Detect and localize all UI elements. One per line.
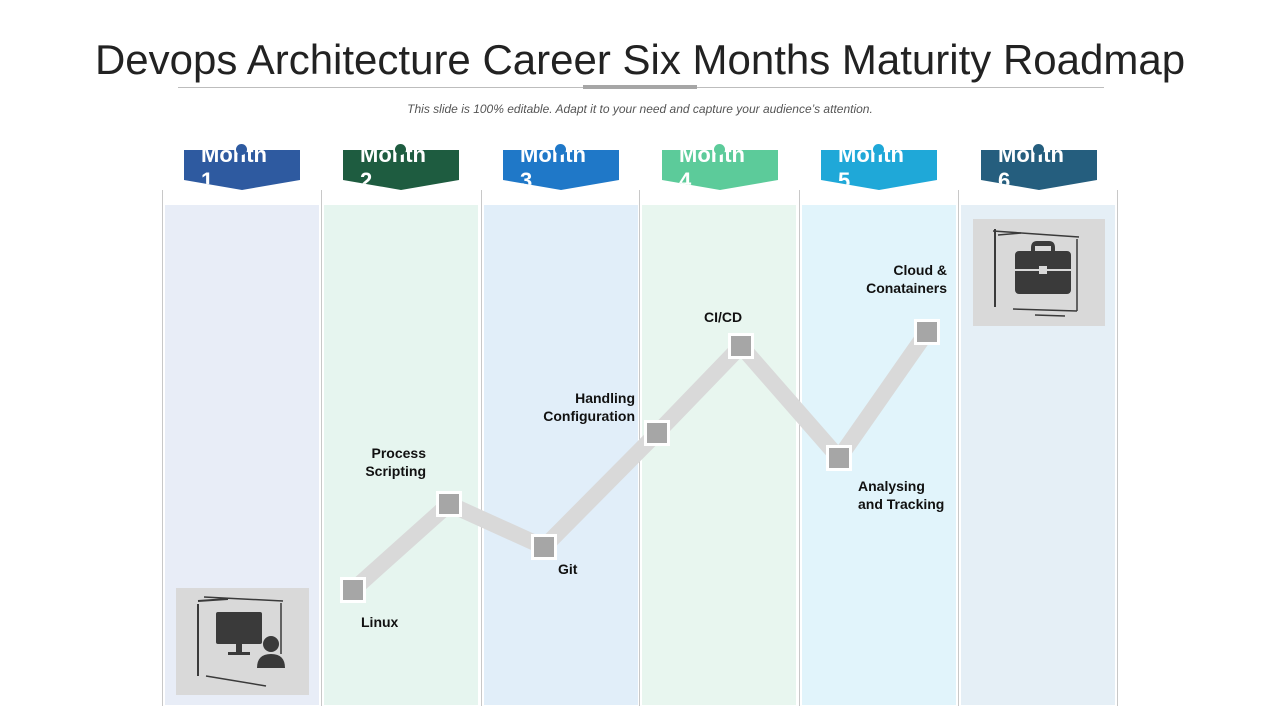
month-2-dot [395, 144, 406, 155]
milestone-marker [531, 534, 557, 560]
month-3-label: Month 3 [520, 142, 586, 193]
month-2-column [324, 205, 478, 705]
milestone-label-linux: Linux [361, 614, 399, 630]
computer-user-icon [197, 596, 285, 687]
milestone-marker [914, 319, 940, 345]
month-3-tab: Month 3 [503, 150, 619, 190]
month-3-column [484, 205, 638, 705]
milestone-label-analysing-and-tracking: Analysing and Tracking [858, 478, 945, 512]
column-divider [321, 190, 322, 706]
column-divider [481, 190, 482, 706]
milestone-label-cloud-containers: Cloud & Conatainers [866, 262, 947, 296]
milestone-marker [644, 420, 670, 446]
milestone-label-git: Git [558, 561, 578, 577]
page-subtitle: This slide is 100% editable. Adapt it to… [407, 102, 873, 116]
column-divider [162, 190, 163, 706]
milestone-marker [826, 445, 852, 471]
column-divider [1117, 190, 1118, 706]
start-icon-box [176, 588, 309, 695]
milestone-marker [340, 577, 366, 603]
month-6-tab: Month 6 [981, 150, 1097, 190]
milestone-marker [436, 491, 462, 517]
month-3-dot [555, 144, 566, 155]
milestone-label-ci-cd: CI/CD [704, 309, 743, 325]
month-1-tab: Month 1 [184, 150, 300, 190]
month-5-dot [873, 144, 884, 155]
end-icon-box [973, 219, 1105, 326]
column-divider [958, 190, 959, 706]
month-4-column [642, 205, 796, 705]
briefcase-icon [992, 229, 1080, 317]
milestone-label-process-scripting: Process Scripting [365, 445, 426, 479]
column-divider [799, 190, 800, 706]
milestone-label-handling-configuration: Handling Configuration [543, 390, 635, 424]
month-4-dot [714, 144, 725, 155]
milestone-marker [728, 333, 754, 359]
month-6-dot [1033, 144, 1044, 155]
month-5-tab: Month 5 [821, 150, 937, 190]
title-underline-accent [583, 85, 697, 89]
page-title: Devops Architecture Career Six Months Ma… [94, 36, 1186, 83]
month-1-dot [236, 144, 247, 155]
